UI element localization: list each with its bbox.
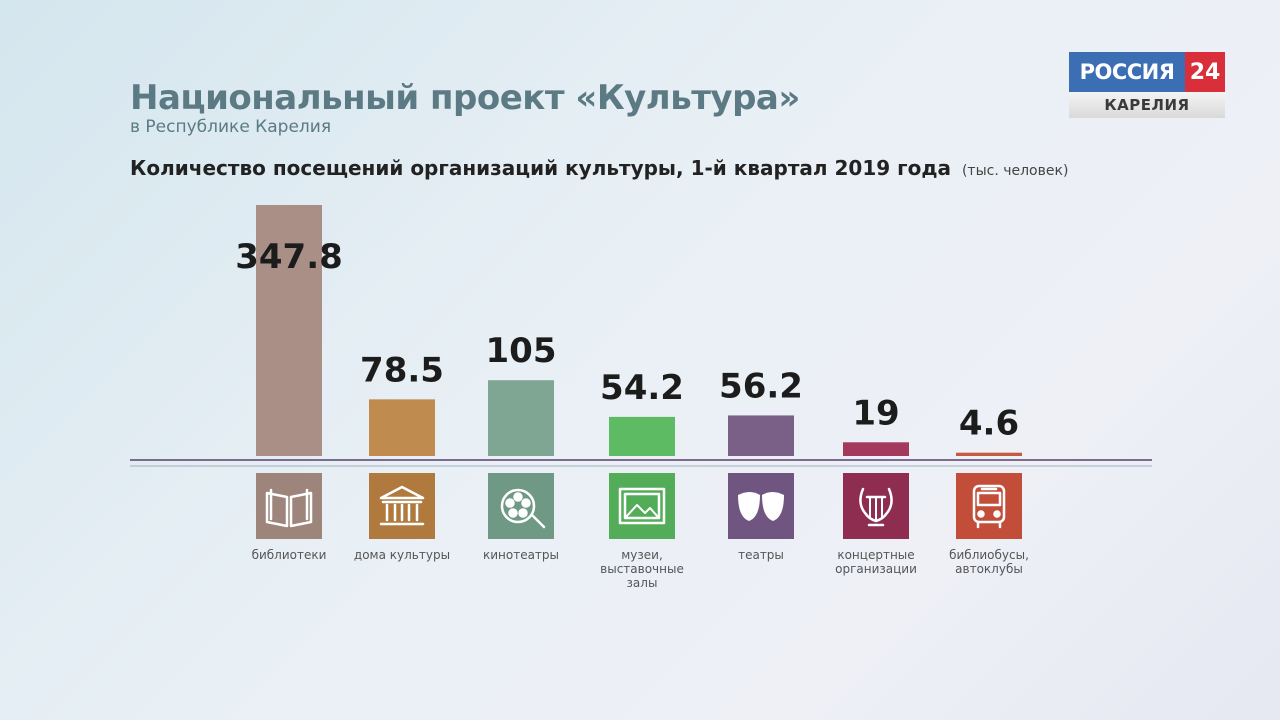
lyre-frame — [859, 487, 893, 523]
bar — [369, 399, 435, 456]
reel-hole — [508, 508, 518, 518]
tick-label: музеи, — [621, 548, 663, 562]
chart-heading: Количество посещений организаций культур… — [130, 156, 1068, 180]
book-left-page — [265, 491, 289, 528]
book-icon — [265, 488, 313, 528]
picture-frame — [618, 487, 666, 525]
reel-hole — [513, 492, 523, 502]
tick-label: залы — [627, 576, 658, 590]
data-label: 78.5 — [360, 350, 444, 390]
picture-inner — [623, 492, 661, 520]
bus-light-right — [993, 510, 1001, 518]
tick-label: театры — [738, 548, 784, 562]
tick-label: автоклубы — [955, 562, 1023, 576]
film-strip — [530, 513, 546, 529]
bar — [609, 416, 675, 456]
logo-top: РОССИЯ 24 — [1069, 52, 1225, 92]
tick-label: кинотеатры — [483, 548, 559, 562]
tick-label: библиобусы, — [949, 548, 1029, 562]
tick-label: концертные — [837, 548, 914, 562]
logo-number: 24 — [1185, 52, 1225, 92]
bus-wheels — [976, 520, 1002, 529]
tick-label: библиотеки — [252, 548, 327, 562]
logo-name: РОССИЯ — [1069, 52, 1185, 92]
data-label: 54.2 — [600, 368, 684, 408]
data-label: 56.2 — [719, 366, 803, 406]
heading-text: Количество посещений организаций культур… — [130, 156, 951, 180]
comedy-mask — [738, 492, 760, 521]
data-label: 105 — [486, 331, 557, 371]
tragedy-mask — [762, 492, 784, 521]
tick-label: организации — [835, 562, 917, 576]
columns — [385, 503, 419, 522]
logo-region: КАРЕЛИЯ — [1069, 92, 1225, 118]
bus-window — [976, 491, 1002, 507]
reel-outline — [500, 488, 536, 524]
house-of-culture-icon — [379, 485, 425, 526]
bar — [843, 442, 909, 456]
data-label: 4.6 — [959, 404, 1019, 444]
lyre-icon — [859, 487, 893, 527]
bar — [956, 452, 1022, 456]
lyre-strings — [869, 496, 883, 520]
pediment — [379, 485, 425, 500]
theatre-masks-icon — [738, 492, 784, 521]
bar — [256, 205, 322, 456]
film-reel-icon — [500, 488, 546, 529]
book-page-edges — [269, 488, 309, 521]
book-right-page — [289, 491, 313, 528]
data-label: 347.8 — [235, 237, 343, 277]
bus-icon — [972, 484, 1006, 529]
data-label: 19 — [852, 393, 899, 433]
bus-light-left — [977, 510, 985, 518]
reel-hole — [518, 508, 528, 518]
channel-logo: РОССИЯ 24 КАРЕЛИЯ — [1069, 52, 1225, 118]
reel-hole — [505, 498, 515, 508]
category-tile — [488, 473, 554, 539]
category-tile — [728, 473, 794, 539]
chart-subtitle: в Республике Карелия — [130, 117, 332, 137]
unit-label: (тыс. человек) — [961, 163, 1069, 179]
chart-title: Национальный проект «Культура» — [130, 78, 800, 118]
picture-icon — [618, 487, 666, 525]
tick-label: дома культуры — [354, 548, 450, 562]
bus-body — [972, 484, 1006, 524]
bar — [728, 415, 794, 456]
bar — [488, 380, 554, 456]
reel-hole — [521, 498, 531, 508]
picture-mountains — [625, 504, 659, 518]
tick-label: выставочные — [600, 562, 684, 576]
